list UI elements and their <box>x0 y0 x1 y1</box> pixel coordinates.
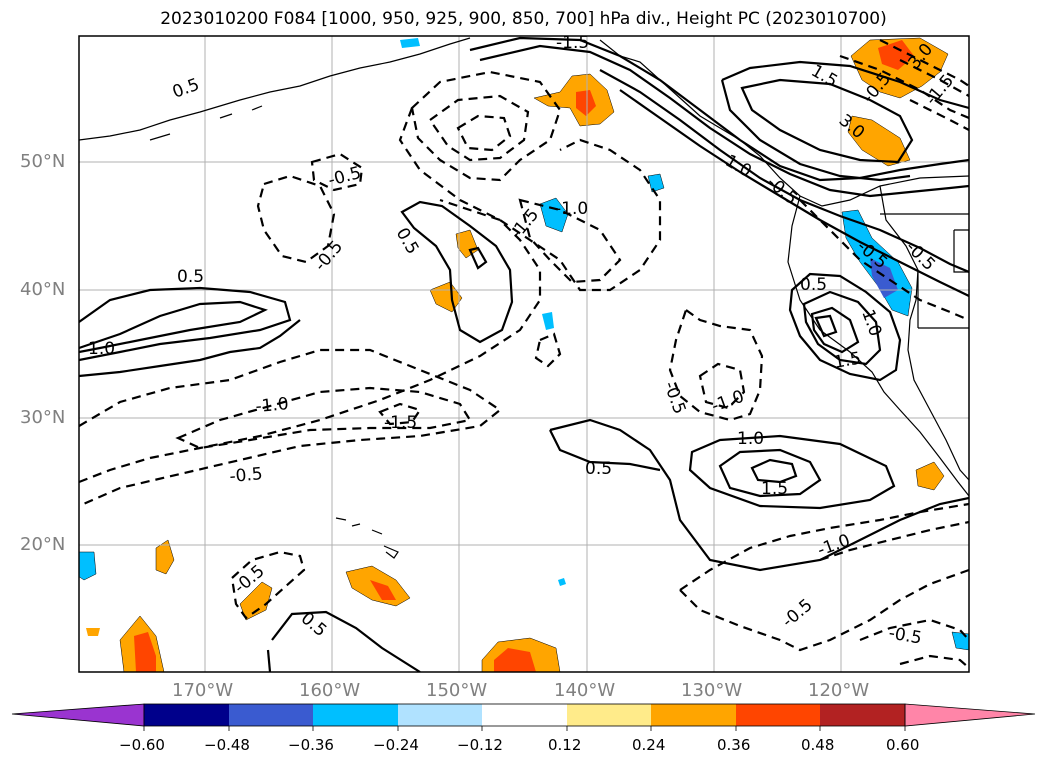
lon-label-140w: 140°W <box>554 680 616 701</box>
contour-label: -0.5 <box>778 595 816 632</box>
contour-label: -0.5 <box>887 623 923 648</box>
contour-label: -1.5 <box>556 33 589 53</box>
lon-label-150w: 150°W <box>426 680 488 701</box>
coastlines <box>79 37 969 559</box>
colorbar-tick-label: 0.60 <box>886 736 920 754</box>
colorbar-extend-min <box>11 703 145 727</box>
contour-label: -1.5 <box>384 413 417 433</box>
colorbar-tick-label: 0.36 <box>717 736 751 754</box>
contour-label: -0.5 <box>659 379 689 417</box>
colorbar-tick-label: 0.12 <box>548 736 582 754</box>
colorbar-bin <box>313 704 398 726</box>
colorbar-bin <box>567 704 651 726</box>
contour-label: 1.0 <box>857 307 885 339</box>
contour-label: -1.0 <box>555 199 588 219</box>
lat-label-50n: 50°N <box>20 151 66 172</box>
colorbar-tick-label: −0.48 <box>204 736 250 754</box>
lon-label-160w: 160°W <box>299 680 361 701</box>
lon-label-120w: 120°W <box>808 680 870 701</box>
lat-label-40n: 40°N <box>20 279 66 300</box>
contour-label: 1.0 <box>737 429 764 449</box>
lat-label-20n: 20°N <box>20 534 66 555</box>
contour-label: -0.5 <box>311 237 348 275</box>
colorbar-tick-label: −0.36 <box>288 736 334 754</box>
colorbar-bin <box>144 704 229 726</box>
dashed-contours <box>79 39 969 669</box>
lon-label-130w: 130°W <box>681 680 743 701</box>
map-title: 2023010200 F084 [1000, 950, 925, 900, 85… <box>160 9 887 29</box>
contour-label: 0.5 <box>392 225 423 258</box>
contour-label: -1.0 <box>255 394 290 417</box>
colorbar-bin <box>736 704 820 726</box>
colorbar-tick-label: −0.12 <box>457 736 503 754</box>
colorbar-extend-max <box>904 703 1036 727</box>
colorbar-bin <box>482 704 567 726</box>
colorbar-bin <box>229 704 313 726</box>
contour-label: 0.5 <box>170 75 202 103</box>
contour-label: -0.5 <box>229 464 264 487</box>
colorbar <box>11 703 1036 731</box>
colorbar-tick-label: −0.24 <box>373 736 419 754</box>
contour-label: 1.0 <box>88 339 115 359</box>
lat-label-30n: 30°N <box>20 407 66 428</box>
colorbar-tick-label: −0.60 <box>119 736 165 754</box>
colorbar-bin <box>820 704 905 726</box>
contour-label: 1.5 <box>761 479 788 499</box>
contour-label: 1.5 <box>832 349 862 373</box>
colorbar-tick-label: 0.48 <box>801 736 835 754</box>
contour-label: 0.5 <box>585 459 612 479</box>
contour-labels: 0.5 0.5 1.0 -0.5 -0.5 0.5 -1.0 -1.5 -1.0… <box>88 33 958 649</box>
contour-label: 0.5 <box>177 267 204 287</box>
contour-label: -1.5 <box>507 205 544 243</box>
map-frame <box>78 35 970 673</box>
contour-label: -0.5 <box>763 173 801 210</box>
contour-label: -1.0 <box>709 387 747 417</box>
colorbar-bin <box>651 704 736 726</box>
contour-label: 0.5 <box>800 275 827 295</box>
lon-label-170w: 170°W <box>172 680 234 701</box>
contour-label: -1.0 <box>815 531 853 561</box>
colorbar-bin <box>398 704 482 726</box>
colorbar-tick-label: 0.24 <box>632 736 666 754</box>
